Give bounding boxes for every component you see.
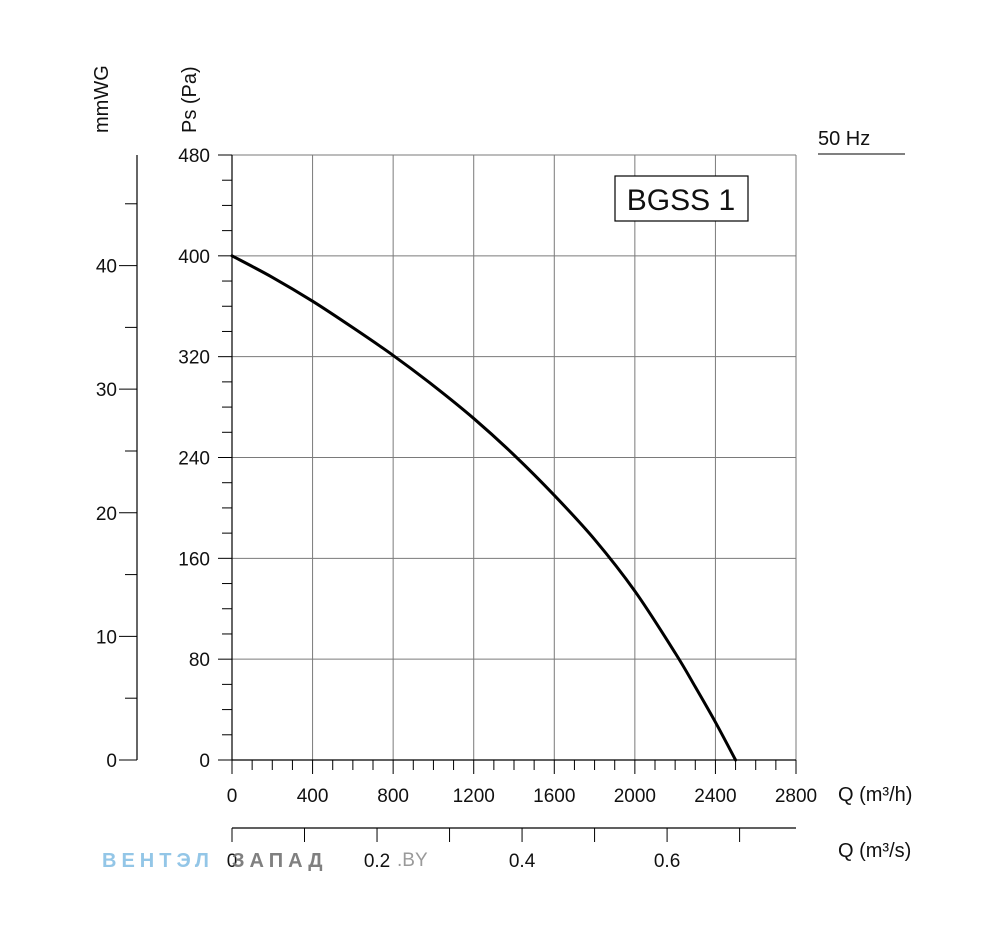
y-axis-label: Ps (Pa) (179, 66, 201, 133)
y-tick-label: 80 (189, 650, 210, 671)
x-tick-label: 2800 (775, 786, 817, 807)
x-tick-label: 2000 (614, 786, 656, 807)
watermark-brand-part1: ВЕНТЭЛ (102, 850, 214, 872)
pressure-curve (230, 254, 738, 762)
x2-axis-label: Q (m³/s) (838, 840, 911, 862)
x-tick-label: 0 (227, 786, 238, 807)
x-tick-label: 400 (297, 786, 329, 807)
y2-tick-label: 40 (96, 257, 117, 278)
frequency-label: 50 Hz (818, 128, 870, 150)
x-tick-label: 1600 (533, 786, 575, 807)
y2-tick-label: 30 (96, 380, 117, 401)
y2-tick-label: 0 (106, 751, 117, 772)
x2-tick-label: 0.4 (509, 851, 536, 872)
y-tick-label: 0 (199, 751, 210, 772)
y2-tick-label: 20 (96, 504, 117, 525)
x-tick-label: 800 (377, 786, 409, 807)
y-tick-label: 400 (178, 247, 210, 268)
y-tick-label: 160 (178, 549, 210, 570)
watermark-url: .BY (397, 850, 428, 871)
y2-axis-label: mmWG (91, 65, 113, 133)
watermark-brand-part2: ЗАПАД (232, 850, 328, 872)
y-tick-label: 320 (178, 348, 210, 369)
x-tick-label: 2400 (694, 786, 736, 807)
x2-tick-label: 0 (227, 851, 238, 872)
x2-tick-label: 0.2 (364, 851, 390, 872)
model-label: BGSS 1 (627, 184, 735, 217)
model-label-box (614, 175, 749, 222)
y2-tick-label: 10 (96, 627, 117, 648)
x-axis-label: Q (m³/h) (838, 784, 912, 806)
x2-tick-label: 0.6 (654, 851, 680, 872)
y-tick-label: 240 (178, 449, 210, 470)
x-tick-label: 1200 (453, 786, 495, 807)
y-tick-label: 480 (178, 146, 210, 167)
